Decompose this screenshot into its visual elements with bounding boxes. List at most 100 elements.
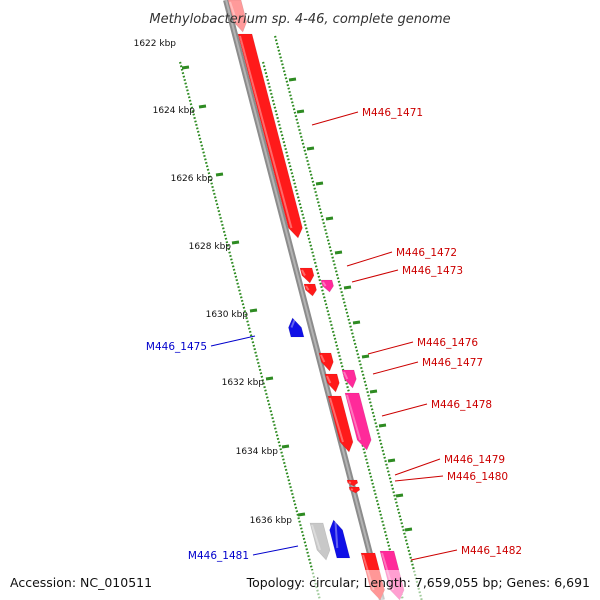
tick-dot: [220, 220, 223, 223]
tick-dot: [285, 151, 288, 154]
tick-dot: [214, 199, 218, 202]
tick-dot: [225, 241, 229, 244]
tick-dot: [285, 472, 289, 475]
tick-dot: [239, 292, 242, 296]
tick-dot: [222, 230, 226, 233]
tick-dot: [272, 420, 275, 423]
tick-dot: [412, 566, 415, 570]
major-tick: [334, 250, 343, 255]
tick-dot: [275, 42, 279, 45]
major-tick: [306, 146, 315, 151]
tick-dot: [187, 96, 191, 99]
tick-dot: [263, 385, 266, 389]
tick-dot: [184, 82, 187, 85]
tick-dot: [311, 180, 315, 183]
tick-dot: [313, 261, 317, 265]
tick-dot: [307, 237, 311, 240]
tick-dot: [343, 301, 346, 304]
tick-dot: [197, 134, 201, 137]
tick-dot: [260, 375, 264, 378]
tick-dot: [346, 385, 349, 389]
tick-dot: [265, 392, 268, 396]
map-title: Methylobacterium sp. 4-46, complete geno…: [149, 12, 450, 27]
tick-dot: [291, 492, 294, 496]
accession-text: Accession: NC_010511: [10, 575, 152, 590]
tick-dot: [396, 508, 400, 511]
tick-dot: [188, 99, 192, 102]
tick-dot: [286, 83, 290, 87]
tick-dot: [301, 142, 305, 145]
tick-dot: [280, 451, 283, 454]
tick-dot: [353, 342, 357, 345]
gene-label: M446_1475: [146, 341, 207, 353]
tick-dot: [301, 534, 305, 537]
gene-m446-1478-shine: [329, 397, 344, 443]
tick-dot: [340, 365, 344, 368]
major-tick: [231, 240, 240, 245]
tick-dot: [278, 123, 281, 127]
tick-dot: [258, 368, 262, 371]
tick-dot: [194, 120, 197, 123]
tick-dot: [280, 134, 284, 137]
tick-dot: [338, 284, 342, 287]
tick-dot: [291, 104, 295, 107]
tick-dot: [267, 403, 271, 406]
tick-dot: [223, 234, 227, 237]
tick-dot: [283, 461, 286, 465]
tick-dot: [324, 228, 327, 232]
tick-dot: [372, 415, 376, 418]
tick-dot: [386, 541, 390, 544]
gene-m446-1481-shine: [334, 521, 339, 549]
tick-dot: [200, 144, 204, 147]
tick-dot: [398, 515, 402, 518]
tick-dot: [303, 149, 307, 152]
tick-dot: [283, 73, 287, 76]
tick-dot: [255, 354, 258, 358]
tick-dot: [333, 263, 336, 266]
tick-dot: [308, 170, 312, 173]
tick-dot: [226, 244, 230, 247]
tick-dot: [222, 227, 225, 230]
tick-dot: [344, 308, 348, 311]
tick-dot: [266, 399, 270, 403]
tick-dot: [332, 259, 335, 263]
tick-dot: [377, 432, 380, 435]
tick-dot: [292, 499, 296, 503]
tick-dot: [323, 225, 326, 228]
tick-dot: [264, 389, 267, 392]
tick-dot: [304, 544, 308, 547]
scale-label: 1626 kbp: [171, 174, 214, 184]
tick-dot: [308, 241, 312, 244]
tick-dot: [305, 230, 309, 233]
tick-dot: [401, 525, 404, 528]
tick-dot: [330, 253, 334, 256]
scale-label: 1634 kbp: [236, 447, 279, 457]
tick-dot: [399, 518, 403, 521]
tick-dot: [179, 65, 183, 68]
tick-dot: [319, 282, 322, 285]
tick-dot: [339, 287, 343, 290]
tick-dot: [239, 296, 243, 299]
tick-dot: [279, 448, 283, 451]
tick-dot: [185, 85, 188, 89]
gene-m446-1477b-shine: [343, 371, 349, 380]
tick-dot: [290, 97, 293, 101]
tick-dot: [318, 208, 322, 211]
gene-label: M446_1477: [422, 357, 483, 369]
tick-dot: [368, 472, 372, 475]
tick-dot: [204, 158, 207, 161]
tick-dot: [287, 161, 291, 164]
tick-dot: [204, 161, 208, 164]
tick-dot: [382, 453, 386, 456]
tick-dot: [215, 203, 219, 206]
tick-dot: [318, 279, 322, 282]
tick-dot: [363, 451, 366, 454]
tick-dot: [186, 89, 189, 92]
gene-label-leader: [381, 403, 428, 417]
gene-label: M446_1482: [461, 545, 522, 557]
major-tick: [296, 109, 305, 114]
tick-dot: [305, 156, 308, 159]
tick-dot: [287, 479, 291, 482]
tick-dot: [306, 159, 309, 163]
tick-dot: [296, 513, 300, 516]
